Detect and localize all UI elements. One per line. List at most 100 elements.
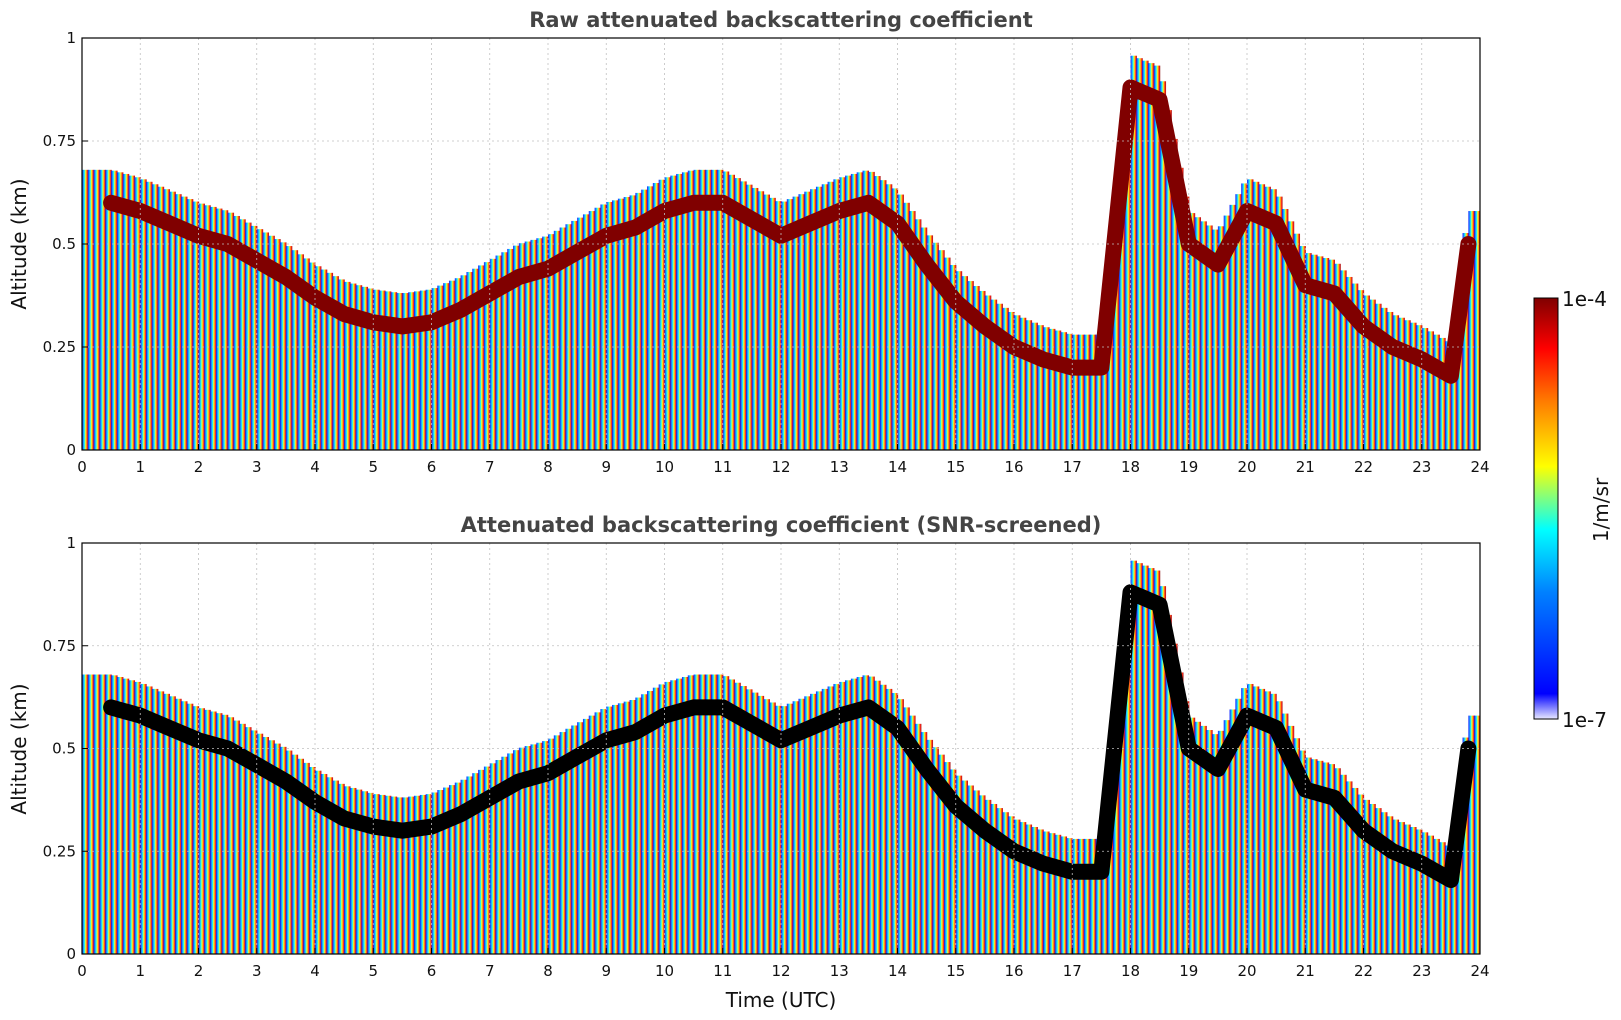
backscatter-column (693, 169, 701, 450)
backscatter-column (1241, 688, 1248, 954)
colorbar: 1e-4 1e-7 1/m/sr (1533, 287, 1613, 732)
backscatter-column (495, 760, 502, 954)
backscatter-column (757, 695, 765, 954)
backscatter-column (1433, 334, 1440, 450)
backscatter-column (792, 196, 800, 450)
x-tick-label: 0 (77, 962, 87, 980)
backscatter-column (169, 191, 176, 450)
x-tick-label: 1 (135, 962, 145, 980)
backscatter-column (431, 792, 438, 954)
backscatter-column (1328, 764, 1335, 954)
backscatter-column (513, 245, 520, 450)
backscatter-column (775, 201, 782, 450)
backscatter-column (845, 680, 852, 954)
backscatter-column (1462, 233, 1469, 450)
backscatter-column (1346, 781, 1353, 954)
raw-heatmap (82, 55, 1480, 450)
x-tick-label: 2 (194, 458, 204, 476)
backscatter-column (140, 179, 147, 450)
backscatter-column (600, 204, 607, 450)
backscatter-column (612, 200, 619, 450)
backscatter-column (798, 194, 805, 450)
backscatter-column (1019, 822, 1027, 954)
y-tick-label: 0 (66, 945, 76, 963)
backscatter-column (1037, 829, 1044, 954)
backscatter-column (1276, 196, 1283, 450)
backscatter-column (967, 281, 974, 450)
backscatter-column (1445, 341, 1452, 450)
backscatter-column (955, 775, 963, 954)
screened-x-ticks: 0 1 2 3 4 5 6 7 8 9 10 11 12 13 14 15 16 17 18 19 20 21 22 23 24 (77, 948, 1490, 980)
backscatter-column (676, 678, 683, 954)
backscatter-column (448, 785, 456, 954)
backscatter-column (1375, 808, 1382, 954)
backscatter-column (553, 230, 561, 450)
backscatter-column (105, 674, 112, 954)
backscatter-column (903, 202, 910, 450)
backscatter-column (926, 739, 934, 954)
backscatter-column (1113, 194, 1120, 450)
backscatter-column (1316, 256, 1324, 450)
backscatter-column (466, 272, 473, 450)
backscatter-column (944, 257, 951, 450)
backscatter-column (1223, 215, 1231, 450)
backscatter-column (320, 269, 328, 450)
x-tick-label: 0 (77, 458, 87, 476)
backscatter-column (274, 743, 281, 954)
backscatter-column (111, 170, 118, 450)
backscatter-column (181, 196, 188, 450)
backscatter-column (746, 184, 753, 450)
backscatter-column (332, 780, 339, 954)
x-tick-label: 19 (1179, 962, 1198, 980)
backscatter-column (1445, 845, 1452, 954)
backscatter-column (1188, 717, 1196, 954)
backscatter-column (1136, 58, 1143, 450)
backscatter-column (1334, 768, 1341, 954)
backscatter-column (1241, 183, 1248, 450)
backscatter-column (472, 773, 479, 954)
backscatter-column (221, 210, 229, 450)
backscatter-column (1415, 325, 1423, 450)
x-tick-label: 21 (1296, 962, 1315, 980)
backscatter-column (641, 694, 648, 954)
x-tick-label: 13 (830, 458, 849, 476)
backscatter-column (1188, 213, 1196, 450)
backscatter-column (1305, 253, 1312, 450)
backscatter-column (705, 169, 712, 450)
backscatter-column (134, 177, 141, 450)
backscatter-column (245, 222, 252, 450)
backscatter-column (786, 703, 794, 954)
backscatter-column (1025, 824, 1033, 954)
backscatter-column (594, 712, 602, 954)
backscatter-column (716, 674, 724, 954)
backscatter-column (588, 211, 596, 450)
backscatter-column (157, 186, 165, 450)
backscatter-column (932, 747, 939, 954)
x-tick-label: 16 (1004, 458, 1023, 476)
backscatter-column (402, 293, 409, 450)
backscatter-column (775, 705, 782, 954)
backscatter-column (530, 744, 537, 954)
backscatter-column (355, 285, 363, 450)
backscatter-column (349, 283, 357, 450)
backscatter-column (478, 769, 485, 954)
colorbar-max-label: 1e-4 (1562, 287, 1607, 311)
backscatter-column (1165, 110, 1172, 450)
backscatter-column (647, 690, 654, 954)
backscatter-column (1060, 332, 1068, 450)
backscatter-column (874, 680, 881, 954)
backscatter-column (681, 676, 689, 954)
backscatter-column (1322, 762, 1330, 954)
backscatter-column (419, 290, 427, 450)
backscatter-column (635, 697, 642, 954)
backscatter-column (1287, 221, 1295, 450)
backscatter-column (920, 227, 928, 450)
backscatter-column (87, 674, 95, 954)
backscatter-column (1182, 701, 1190, 954)
backscatter-column (1043, 327, 1050, 450)
backscatter-column (542, 741, 549, 954)
backscatter-column (315, 770, 322, 954)
backscatter-column (897, 194, 904, 450)
backscatter-column (1165, 614, 1172, 954)
backscatter-column (746, 689, 753, 954)
